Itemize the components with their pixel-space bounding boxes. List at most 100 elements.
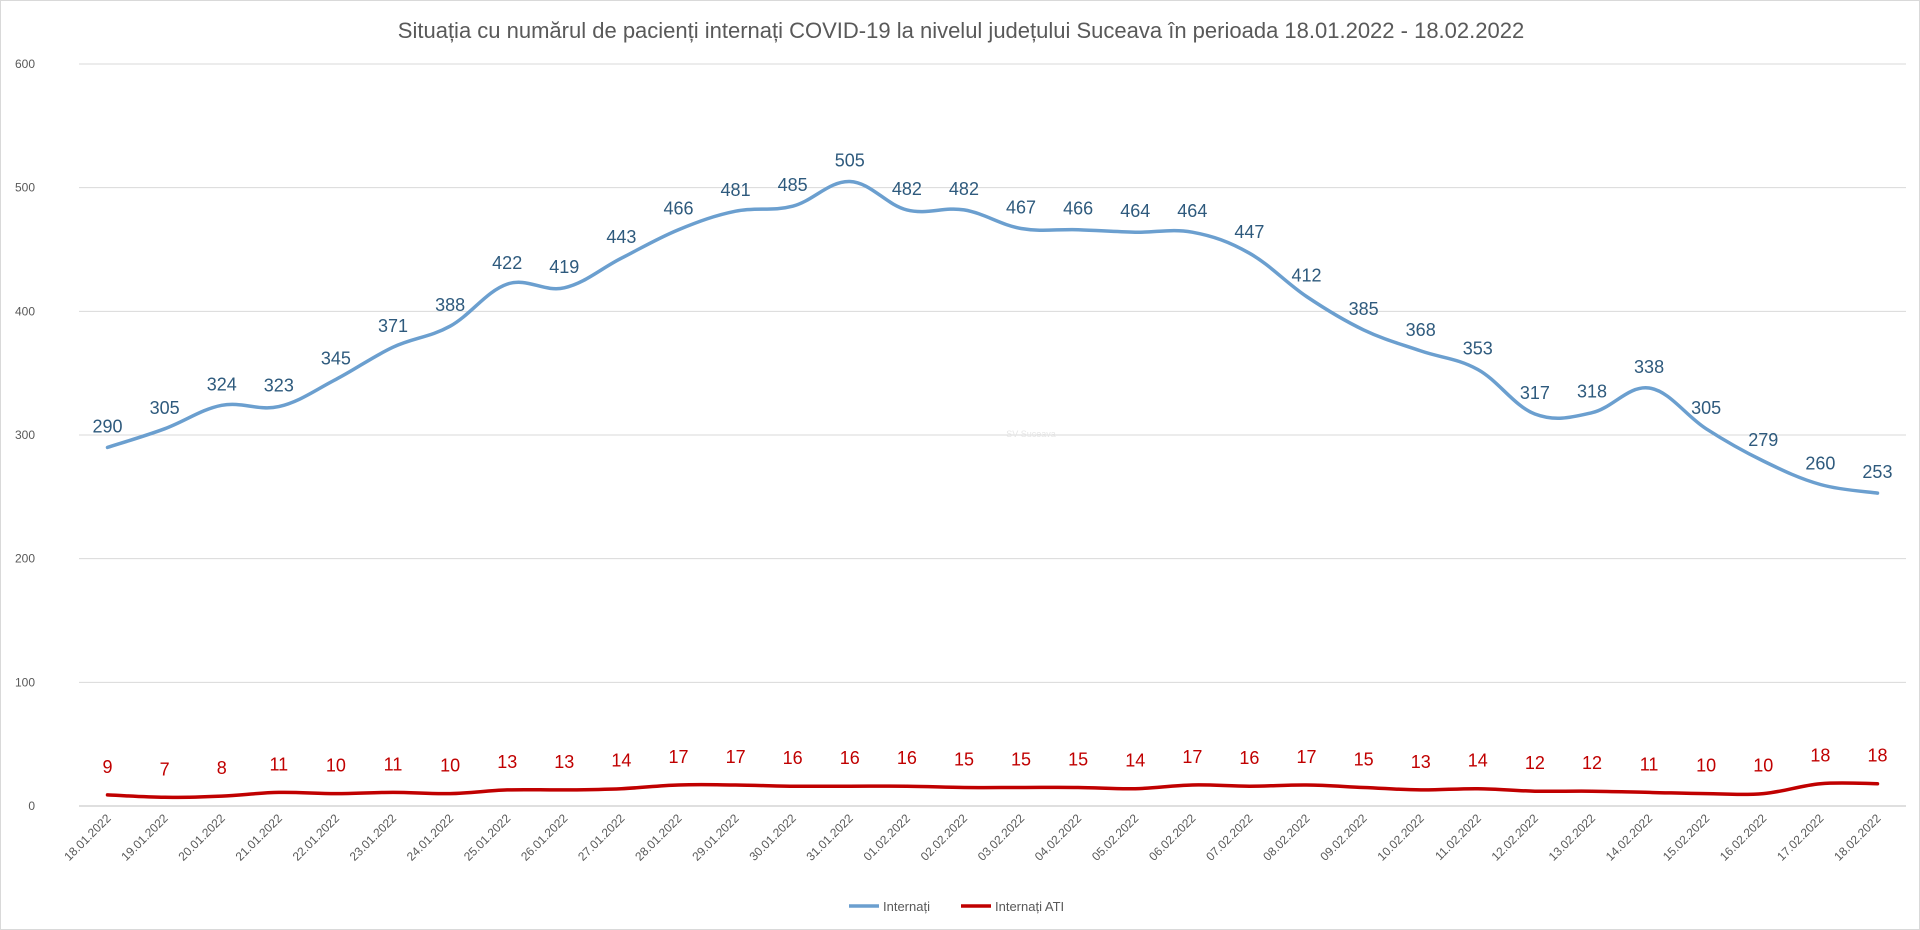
x-tick-label: 23.01.2022 xyxy=(347,811,400,864)
x-tick-label: 03.02.2022 xyxy=(975,811,1028,864)
data-label: 17 xyxy=(668,747,688,767)
data-label: 371 xyxy=(378,316,408,336)
x-tick-label: 22.01.2022 xyxy=(290,811,343,864)
data-label: 10 xyxy=(1696,756,1716,776)
x-tick-label: 01.02.2022 xyxy=(861,811,914,864)
data-label: 11 xyxy=(269,754,288,774)
data-label: 16 xyxy=(840,748,860,768)
data-label: 388 xyxy=(435,295,465,315)
data-label: 412 xyxy=(1291,265,1321,285)
data-label: 10 xyxy=(440,756,460,776)
x-tick-label: 26.01.2022 xyxy=(518,811,571,864)
y-tick-label: 300 xyxy=(15,428,35,442)
x-tick-label: 19.01.2022 xyxy=(118,811,171,864)
x-tick-label: 29.01.2022 xyxy=(689,811,742,864)
x-tick-label: 11.02.2022 xyxy=(1432,811,1484,863)
data-label: 18 xyxy=(1867,746,1887,766)
legend-label: Internați xyxy=(883,899,930,914)
data-label: 481 xyxy=(721,180,751,200)
data-label: 15 xyxy=(1011,749,1031,769)
data-label: 290 xyxy=(93,416,123,436)
x-tick-label: 20.01.2022 xyxy=(175,811,228,864)
data-label: 17 xyxy=(1182,747,1202,767)
data-label: 505 xyxy=(835,150,865,170)
data-label: 260 xyxy=(1805,453,1835,473)
data-label: 467 xyxy=(1006,197,1036,217)
data-label: 17 xyxy=(726,747,746,767)
data-label: 14 xyxy=(1468,751,1488,771)
x-tick-label: 18.01.2022 xyxy=(61,811,114,864)
data-label: 464 xyxy=(1177,201,1207,221)
data-label: 482 xyxy=(949,179,979,199)
data-label: 15 xyxy=(954,749,974,769)
data-label: 253 xyxy=(1862,462,1892,482)
data-label: 9 xyxy=(103,757,113,777)
data-label: 305 xyxy=(1691,398,1721,418)
y-tick-label: 600 xyxy=(15,57,35,71)
data-label: 368 xyxy=(1406,320,1436,340)
x-tick-label: 14.02.2022 xyxy=(1603,811,1656,864)
data-label: 13 xyxy=(497,752,517,772)
x-tick-label: 12.02.2022 xyxy=(1489,811,1542,864)
x-tick-label: 08.02.2022 xyxy=(1260,811,1313,864)
data-label: 11 xyxy=(384,754,403,774)
data-label: 305 xyxy=(150,398,180,418)
y-tick-label: 0 xyxy=(28,799,35,813)
x-tick-label: 28.01.2022 xyxy=(632,811,685,864)
watermark: SV Suceava xyxy=(1006,429,1056,439)
data-label: 447 xyxy=(1234,222,1264,242)
data-label: 8 xyxy=(217,758,227,778)
x-tick-label: 06.02.2022 xyxy=(1146,811,1199,864)
x-tick-label: 09.02.2022 xyxy=(1317,811,1370,864)
data-label: 12 xyxy=(1525,753,1545,773)
data-label: 14 xyxy=(611,751,631,771)
legend: Internați Internați ATI xyxy=(849,899,1064,914)
data-labels: 290 305 324 323 345 371 388 422 419 443 466 481 485 5… xyxy=(93,150,1893,779)
x-tick-label: 24.01.2022 xyxy=(404,811,457,864)
data-label: 13 xyxy=(554,752,574,772)
legend-label: Internați ATI xyxy=(995,899,1064,914)
data-label: 16 xyxy=(783,748,803,768)
data-label: 419 xyxy=(549,257,579,277)
data-label: 317 xyxy=(1520,383,1550,403)
x-tick-label: 30.01.2022 xyxy=(746,811,799,864)
data-label: 17 xyxy=(1297,747,1317,767)
x-tick-label: 17.02.2022 xyxy=(1774,811,1827,864)
data-label: 10 xyxy=(1753,756,1773,776)
data-label: 385 xyxy=(1349,299,1379,319)
data-label: 345 xyxy=(321,348,351,368)
data-label: 18 xyxy=(1810,746,1830,766)
y-tick-label: 200 xyxy=(15,552,35,566)
data-label: 16 xyxy=(1239,748,1259,768)
data-label: 13 xyxy=(1411,752,1431,772)
series-line-0 xyxy=(105,179,1880,495)
data-label: 16 xyxy=(897,748,917,768)
x-tick-label: 21.01.2022 xyxy=(233,811,286,864)
x-tick-label: 04.02.2022 xyxy=(1032,811,1085,864)
data-label: 15 xyxy=(1068,749,1088,769)
data-label: 12 xyxy=(1582,753,1602,773)
data-label: 466 xyxy=(1063,199,1093,219)
gridlines xyxy=(79,63,1906,807)
data-label: 7 xyxy=(160,759,170,779)
x-tick-label: 05.02.2022 xyxy=(1089,811,1142,864)
x-tick-label: 27.01.2022 xyxy=(575,811,628,864)
data-label: 422 xyxy=(492,253,522,273)
data-label: 11 xyxy=(1640,754,1659,774)
data-label: 464 xyxy=(1120,201,1150,221)
x-tick-label: 16.02.2022 xyxy=(1717,811,1770,864)
series-line-1 xyxy=(105,781,1880,800)
x-tick-label: 15.02.2022 xyxy=(1660,811,1713,864)
x-tick-label: 31.01.2022 xyxy=(804,811,857,864)
x-axis-ticks: 18.01.2022 19.01.2022 20.01.2022 21.01.2022… xyxy=(61,811,1884,864)
data-label: 482 xyxy=(892,179,922,199)
data-label: 318 xyxy=(1577,382,1607,402)
data-label: 14 xyxy=(1125,751,1145,771)
data-label: 353 xyxy=(1463,338,1493,358)
data-label: 10 xyxy=(326,756,346,776)
y-tick-label: 400 xyxy=(15,304,35,318)
y-tick-label: 500 xyxy=(15,181,35,195)
x-tick-label: 13.02.2022 xyxy=(1546,811,1599,864)
